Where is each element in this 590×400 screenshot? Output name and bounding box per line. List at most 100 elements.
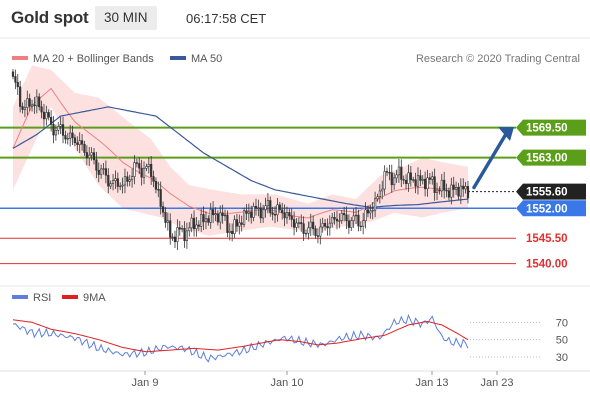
candle-body [242, 210, 246, 225]
candle-body [140, 167, 143, 178]
bollinger-band-layer [13, 65, 468, 236]
rsi-ma-legend-label: 9MA [83, 292, 106, 304]
candle-body [235, 219, 239, 227]
chart-header: Gold spot 30 MIN 06:17:58 CET [0, 0, 590, 36]
candle-body [290, 215, 293, 220]
candle-body [393, 177, 396, 186]
ma20-line [12, 87, 469, 219]
candle-body [109, 183, 112, 187]
candle-body [147, 163, 150, 167]
candle-body [92, 152, 96, 161]
candle-body [457, 186, 460, 197]
forecast-arrow-head [498, 126, 514, 141]
candle-body [16, 81, 19, 88]
candle-body [192, 217, 196, 230]
candle-body [433, 176, 436, 193]
candle-body [157, 189, 160, 191]
candle-body [364, 209, 367, 222]
ma50-legend-label: MA 50 [191, 53, 222, 65]
candle-body [262, 209, 265, 219]
candle-body [85, 152, 88, 159]
candle-body [61, 124, 65, 136]
candle-body [428, 177, 431, 180]
candle-body [104, 168, 108, 176]
candle-body [57, 126, 60, 131]
candle-body [397, 166, 401, 176]
candle-body [338, 220, 341, 222]
candle-body [159, 189, 162, 207]
candle-body [154, 181, 158, 190]
candle-body [302, 223, 305, 234]
candle-body [231, 230, 234, 234]
candle-body [80, 140, 84, 145]
candle-body [307, 227, 310, 234]
candle-body [340, 213, 343, 221]
candle-body [316, 235, 320, 237]
candle-body [343, 213, 346, 216]
candle-body [285, 212, 289, 219]
candle-body [409, 172, 412, 181]
moving-average-layer [12, 87, 469, 219]
candle-body [390, 172, 393, 186]
candle-body [381, 188, 384, 192]
candle-body [326, 226, 329, 229]
chart-time: 06:17:58 CET [186, 11, 267, 26]
candle-body [245, 210, 248, 214]
candle-body [366, 209, 370, 214]
candle-body [76, 142, 79, 145]
candle-body [150, 163, 153, 177]
candle-body [233, 219, 236, 234]
candle-body [123, 176, 127, 186]
bollinger-band [13, 65, 468, 236]
candle-body [23, 107, 27, 110]
timeframe-selector[interactable]: 30 MIN [95, 6, 157, 30]
candle-body [121, 184, 124, 187]
candle-body [452, 184, 455, 190]
candle-body [438, 189, 441, 192]
candle-body [138, 163, 141, 169]
candle-body [359, 225, 362, 228]
candle-body [273, 214, 277, 216]
forecast-arrow-shaft [472, 132, 508, 190]
candle-body [173, 236, 177, 243]
candle-body [431, 176, 434, 180]
candle-body [42, 111, 46, 120]
candle-body [347, 220, 350, 228]
ma20-legend-label: MA 20 + Bollinger Bands [33, 53, 154, 65]
price-label-1545.50: 1545.50 [526, 233, 568, 245]
price-label-1540.00: 1540.00 [526, 259, 568, 271]
price-label-1552.00: 1552.00 [526, 203, 568, 215]
candle-body [321, 223, 324, 228]
candle-body [278, 204, 281, 211]
candle-body [135, 162, 138, 164]
candle-body [454, 186, 458, 190]
candle-body [171, 236, 174, 239]
candle-body [219, 212, 222, 223]
candle-body [331, 217, 334, 224]
rsi-ma-line [12, 319, 469, 353]
candle-body [309, 221, 312, 229]
candle-body [69, 132, 72, 139]
candle-body [188, 227, 191, 232]
candle-body [400, 166, 403, 180]
candle-body [207, 218, 210, 223]
candle-body [40, 106, 43, 113]
candle-body [354, 214, 358, 217]
candle-body [176, 227, 179, 243]
candle-body [47, 112, 50, 118]
candle-body [335, 218, 339, 222]
price-tag-1552.00 [516, 200, 586, 217]
candle-body [352, 215, 355, 221]
candle-body [383, 171, 386, 190]
candle-body [95, 159, 98, 171]
candle-body [376, 196, 379, 200]
candle-body [209, 209, 212, 223]
candle-body [435, 189, 439, 193]
candle-body [362, 220, 365, 227]
candlestick-layer [11, 69, 470, 251]
candle-body [83, 143, 86, 153]
candle-body [250, 211, 253, 218]
candle-body [216, 213, 219, 223]
candle-body [97, 169, 100, 175]
